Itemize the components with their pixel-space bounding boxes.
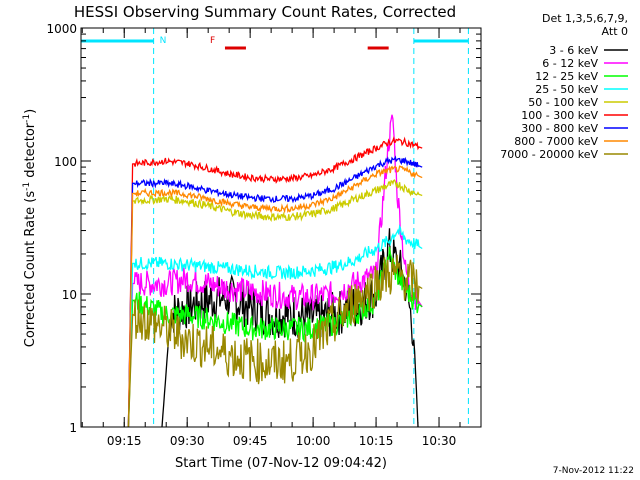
y-tick-label: 1 <box>69 421 77 435</box>
legend-label: 6 - 12 keV <box>542 57 598 70</box>
legend-label: 100 - 300 keV <box>521 109 598 122</box>
legend-label: 7000 - 20000 keV <box>500 148 598 161</box>
x-tick-label: 09:45 <box>233 434 268 448</box>
marker-f: F <box>210 36 215 46</box>
x-axis-label: Start Time (07-Nov-12 09:04:42) <box>175 456 387 471</box>
y-tick-label: 10 <box>62 288 77 302</box>
series-line <box>127 224 423 428</box>
series-line <box>161 228 419 428</box>
series-line <box>127 155 423 428</box>
x-tick-label: 09:30 <box>170 434 205 448</box>
y-axis-label: Corrected Count Rate (s-1 detector-1) <box>22 109 38 347</box>
legend-title-line: Att 0 <box>602 25 628 38</box>
legend-label: 12 - 25 keV <box>535 70 598 83</box>
y-tick-label: 100 <box>54 155 77 169</box>
chart-title: HESSI Observing Summary Count Rates, Cor… <box>74 3 456 21</box>
series-line <box>127 179 423 428</box>
legend-label: 800 - 7000 keV <box>514 135 598 148</box>
legend-label: 3 - 6 keV <box>549 44 598 57</box>
series-line <box>127 254 423 428</box>
legend-title-line: Det 1,3,5,6,7,9, <box>542 12 628 25</box>
legend-label: 50 - 100 keV <box>528 96 598 109</box>
x-tick-label: 09:15 <box>107 434 142 448</box>
x-tick-label: 10:00 <box>296 434 331 448</box>
footer-date: 7-Nov-2012 11:22 <box>553 466 634 476</box>
x-tick-label: 10:30 <box>422 434 457 448</box>
marker-n: N <box>160 36 167 46</box>
series-line <box>127 114 423 428</box>
y-tick-label: 1000 <box>46 22 77 36</box>
x-tick-label: 10:15 <box>359 434 394 448</box>
legend-label: 25 - 50 keV <box>535 83 598 96</box>
legend-label: 300 - 800 keV <box>521 122 598 135</box>
series-line <box>127 165 423 428</box>
plot-frame <box>80 27 482 428</box>
series-line <box>127 135 423 428</box>
